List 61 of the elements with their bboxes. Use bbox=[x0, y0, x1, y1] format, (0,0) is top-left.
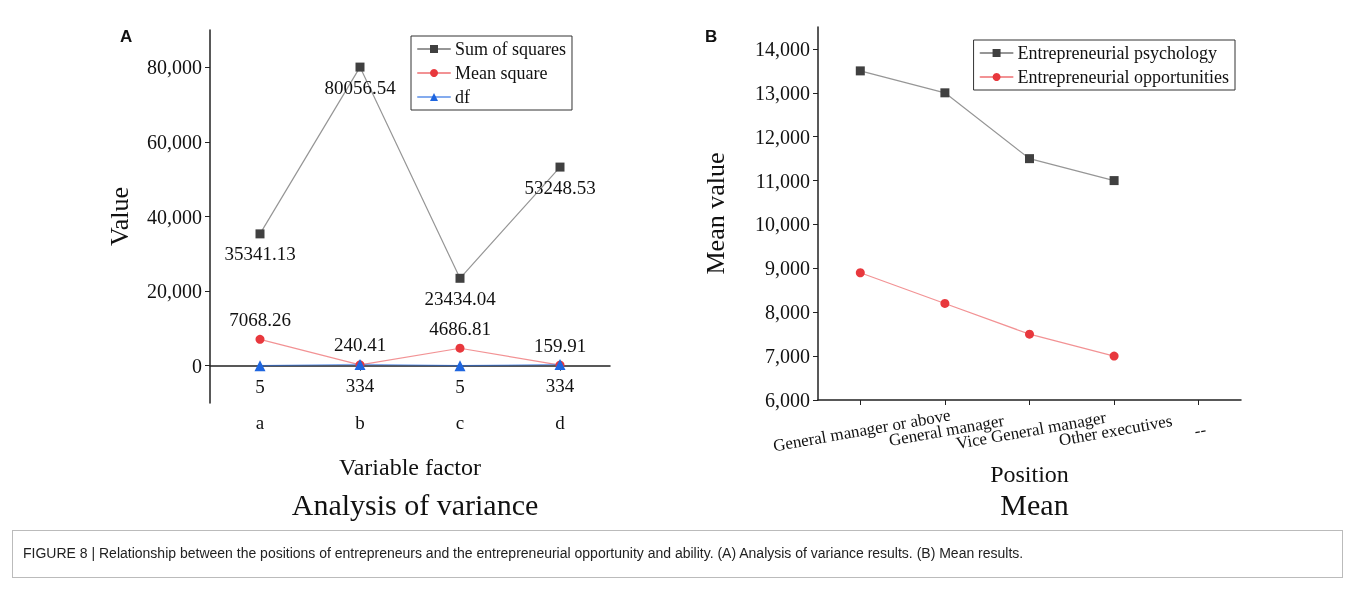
data-label: 5 bbox=[255, 376, 265, 398]
point bbox=[855, 66, 865, 76]
data-label: 7068.26 bbox=[229, 308, 291, 330]
legend-label: Entrepreneurial opportunities bbox=[1017, 67, 1230, 87]
y-tick-label: 0 bbox=[192, 354, 202, 377]
y-tick-label: 80,000 bbox=[147, 56, 202, 79]
y-tick-label: 14,000 bbox=[755, 37, 810, 60]
y-tick-label: 9,000 bbox=[765, 257, 810, 280]
x-tick-label: a bbox=[255, 412, 265, 433]
y-axis-title: Mean value bbox=[700, 152, 730, 275]
data-label: 80056.54 bbox=[324, 76, 397, 98]
x-axis-title: Variable factor bbox=[339, 454, 481, 480]
data-label: 240.41 bbox=[333, 334, 387, 356]
text: B bbox=[705, 27, 718, 46]
y-tick-label: 8,000 bbox=[765, 301, 810, 324]
y-tick-label: 20,000 bbox=[147, 280, 202, 303]
y-tick-label: 40,000 bbox=[147, 205, 202, 228]
point bbox=[855, 268, 865, 278]
x-tick-label: c bbox=[455, 412, 465, 433]
y-tick-label: 11,000 bbox=[755, 169, 810, 192]
point bbox=[255, 334, 265, 344]
point bbox=[1025, 329, 1034, 339]
text: Analysis of variance bbox=[291, 487, 539, 521]
point bbox=[1109, 351, 1119, 361]
data-label: 334 bbox=[545, 374, 575, 396]
point bbox=[455, 273, 465, 283]
x-tick-label: -- bbox=[1192, 419, 1208, 441]
data-label: 53248.53 bbox=[524, 176, 596, 198]
legend-label: Entrepreneurial psychology bbox=[1017, 43, 1218, 63]
legend-label: df bbox=[455, 87, 471, 107]
point bbox=[940, 298, 950, 308]
y-tick-label: 13,000 bbox=[755, 81, 810, 104]
data-label: 23434.04 bbox=[424, 287, 497, 309]
point bbox=[254, 360, 266, 372]
y-tick-label: 6,000 bbox=[765, 389, 810, 411]
y-tick-label: 7,000 bbox=[765, 345, 810, 368]
y-tick-label: 60,000 bbox=[147, 130, 202, 153]
point bbox=[455, 343, 465, 353]
y-tick-label: 10,000 bbox=[755, 213, 810, 236]
data-label: 35341.13 bbox=[224, 243, 296, 265]
x-tick-label: b bbox=[355, 412, 365, 433]
legend-label: Sum of squares bbox=[455, 39, 567, 59]
point bbox=[1109, 176, 1119, 186]
data-label: 334 bbox=[345, 374, 375, 396]
caption: FIGURE 8 | Relationship between the positions of entrepreneurs and the entrepreneurial opportunity and ability. (A) Analysis of variance results. (B) Mean results. bbox=[12, 530, 1343, 578]
point bbox=[454, 360, 466, 372]
x-tick-label: d bbox=[555, 412, 566, 433]
point bbox=[555, 162, 565, 172]
x-axis-title: Position bbox=[990, 461, 1069, 487]
legend-label: Mean square bbox=[455, 63, 548, 83]
point bbox=[940, 88, 950, 98]
data-label: 159.91 bbox=[533, 334, 587, 356]
point bbox=[255, 229, 265, 239]
data-label: 5 bbox=[455, 376, 465, 398]
point bbox=[1025, 154, 1034, 164]
data-label: 4686.81 bbox=[429, 317, 491, 339]
text: Mean bbox=[1000, 487, 1069, 521]
point bbox=[355, 62, 365, 72]
y-axis-title: Value bbox=[104, 186, 134, 247]
text: A bbox=[120, 27, 133, 46]
y-tick-label: 12,000 bbox=[755, 125, 810, 148]
